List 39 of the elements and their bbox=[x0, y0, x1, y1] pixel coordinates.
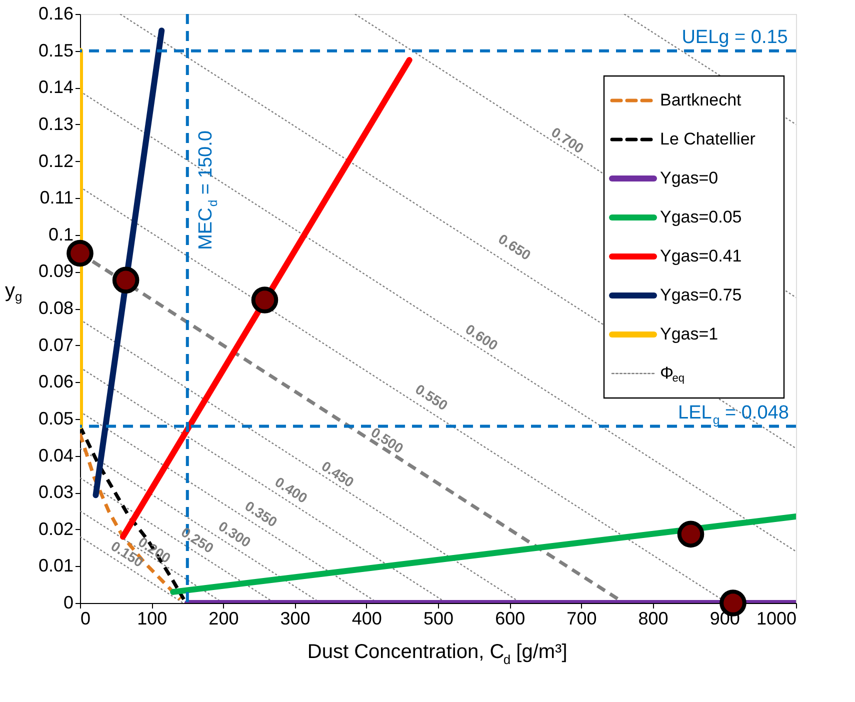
legend-label: Υgas=1 bbox=[660, 324, 718, 344]
y-tick-label: 0.16 bbox=[38, 4, 74, 24]
y-tick-label: 0.15 bbox=[38, 40, 74, 60]
x-tick-label: 800 bbox=[638, 608, 668, 628]
y-tick-label: 0.06 bbox=[38, 372, 74, 392]
legend-label: Υgas=0.41 bbox=[660, 246, 742, 266]
x-tick-label: 500 bbox=[423, 608, 454, 628]
ref-line-label: MECd = 150.0 bbox=[195, 130, 220, 250]
legend-label: Υgas=0.75 bbox=[660, 286, 742, 304]
y-tick-label: 0.07 bbox=[38, 334, 74, 355]
y-tick-label: 0.1 bbox=[48, 224, 74, 244]
y-tick-label: 0.11 bbox=[40, 188, 74, 208]
x-tick-label: 300 bbox=[280, 608, 310, 628]
y-tick-label: 0 bbox=[63, 592, 74, 612]
point bbox=[251, 286, 278, 314]
legend-label: Le Chatellier bbox=[660, 130, 756, 148]
x-tick-label: 100 bbox=[137, 608, 168, 628]
y-tick-label: 0.13 bbox=[38, 114, 74, 134]
y-tick-label: 0.05 bbox=[38, 408, 74, 428]
x-tick-label: 1000 bbox=[756, 608, 796, 628]
legend-label: Bartknecht bbox=[660, 90, 742, 110]
legend-label: Υgas=0 bbox=[660, 168, 718, 188]
legend-label: Υgas=0.05 bbox=[660, 208, 742, 226]
x-tick-label: 600 bbox=[495, 608, 526, 628]
point bbox=[112, 266, 140, 294]
y-tick-label: 0.08 bbox=[38, 298, 74, 318]
y-tick-label: 0.14 bbox=[38, 77, 74, 98]
y-tick-label: 0.01 bbox=[38, 556, 74, 576]
x-tick-label: 0 bbox=[80, 608, 91, 628]
y-tick-label: 0.02 bbox=[38, 518, 74, 539]
x-tick-label: 200 bbox=[208, 608, 239, 628]
point bbox=[677, 520, 704, 548]
x-tick-label: 400 bbox=[352, 608, 382, 628]
x-tick-label: 700 bbox=[566, 608, 597, 628]
y-tick-label: 0.04 bbox=[38, 445, 74, 466]
ref-line-label: UELg = 0.15 bbox=[682, 26, 788, 48]
y-tick-label: 0.12 bbox=[38, 150, 74, 171]
y-tick-label: 0.03 bbox=[38, 482, 74, 502]
y-tick-label: 0.09 bbox=[38, 261, 74, 282]
